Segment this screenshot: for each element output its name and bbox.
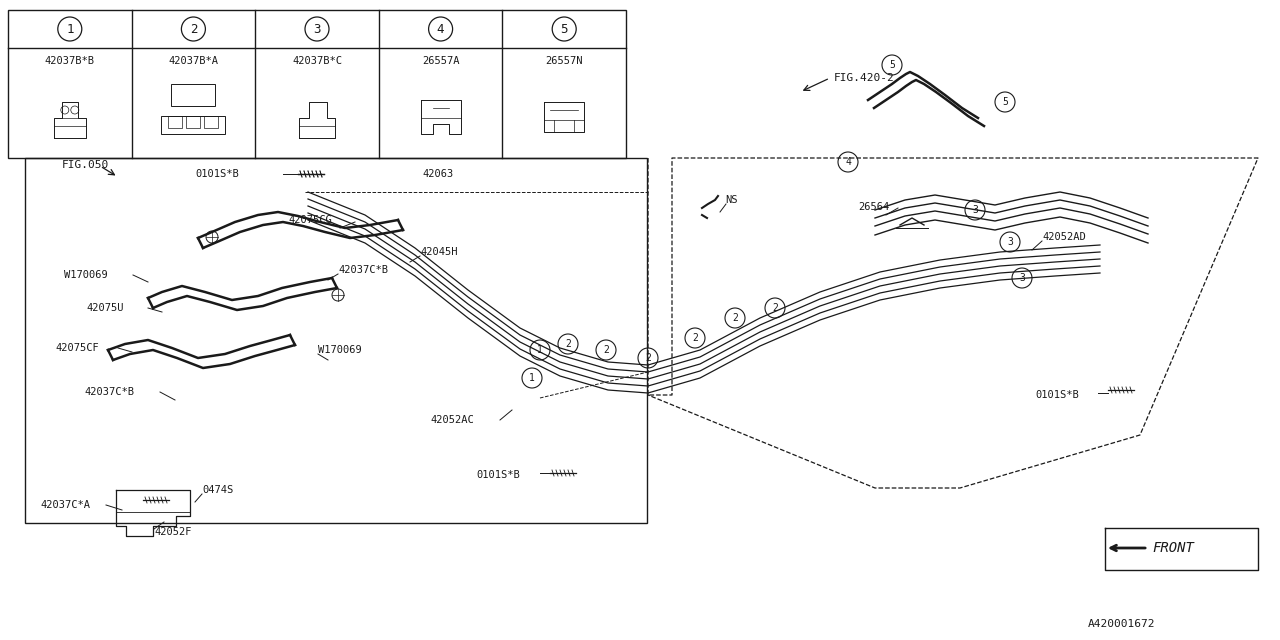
Bar: [26, 158, 646, 523]
Text: FRONT: FRONT: [1152, 541, 1194, 555]
Text: FIG.050: FIG.050: [61, 160, 109, 170]
Text: A420001672: A420001672: [1088, 619, 1156, 629]
Text: 1: 1: [538, 345, 543, 355]
Text: 4: 4: [845, 157, 851, 167]
Text: 42052AC: 42052AC: [430, 415, 474, 425]
Bar: [8, 10, 626, 158]
Bar: [187, 116, 201, 128]
Text: 42045H: 42045H: [420, 247, 457, 257]
Text: 4: 4: [436, 22, 444, 35]
Text: W170069: W170069: [64, 270, 108, 280]
Text: 42037C*B: 42037C*B: [338, 265, 388, 275]
Text: 2: 2: [564, 339, 571, 349]
Text: 3: 3: [1019, 273, 1025, 283]
Bar: [172, 84, 215, 106]
Text: 26564: 26564: [858, 202, 890, 212]
Text: 42075U: 42075U: [86, 303, 123, 313]
Text: NS: NS: [724, 195, 737, 205]
Text: 2: 2: [732, 313, 739, 323]
Text: 5: 5: [561, 22, 568, 35]
Text: 26557A: 26557A: [422, 56, 460, 66]
Text: 0474S: 0474S: [202, 485, 233, 495]
Text: W170069: W170069: [317, 345, 362, 355]
Bar: [205, 116, 219, 128]
Text: 42037B*A: 42037B*A: [169, 56, 219, 66]
Text: 42075CF: 42075CF: [55, 343, 99, 353]
Text: 42075CG: 42075CG: [288, 215, 332, 225]
Text: 1: 1: [67, 22, 73, 35]
Text: 2: 2: [603, 345, 609, 355]
Bar: [169, 116, 183, 128]
Text: 2: 2: [772, 303, 778, 313]
Text: 26557N: 26557N: [545, 56, 582, 66]
Text: 0101S*B: 0101S*B: [195, 169, 239, 179]
Text: 2: 2: [189, 22, 197, 35]
Text: 2: 2: [645, 353, 652, 363]
Text: 5: 5: [1002, 97, 1007, 107]
Text: 42052AD: 42052AD: [1042, 232, 1085, 242]
Text: 42037C*A: 42037C*A: [40, 500, 90, 510]
Text: FIG.420-2: FIG.420-2: [835, 73, 895, 83]
Bar: [161, 116, 225, 134]
Text: 3: 3: [314, 22, 321, 35]
Text: 5: 5: [890, 60, 895, 70]
Text: 0101S*B: 0101S*B: [476, 470, 520, 480]
Text: 2: 2: [692, 333, 698, 343]
Text: 3: 3: [972, 205, 978, 215]
Text: 42037B*C: 42037B*C: [292, 56, 342, 66]
Text: 1: 1: [529, 373, 535, 383]
Text: 42037C*B: 42037C*B: [84, 387, 134, 397]
Text: 42037B*B: 42037B*B: [45, 56, 95, 66]
Text: 0101S*B: 0101S*B: [1036, 390, 1079, 400]
Text: 42052F: 42052F: [154, 527, 192, 537]
Text: 3: 3: [1007, 237, 1012, 247]
Text: 42063: 42063: [422, 169, 453, 179]
